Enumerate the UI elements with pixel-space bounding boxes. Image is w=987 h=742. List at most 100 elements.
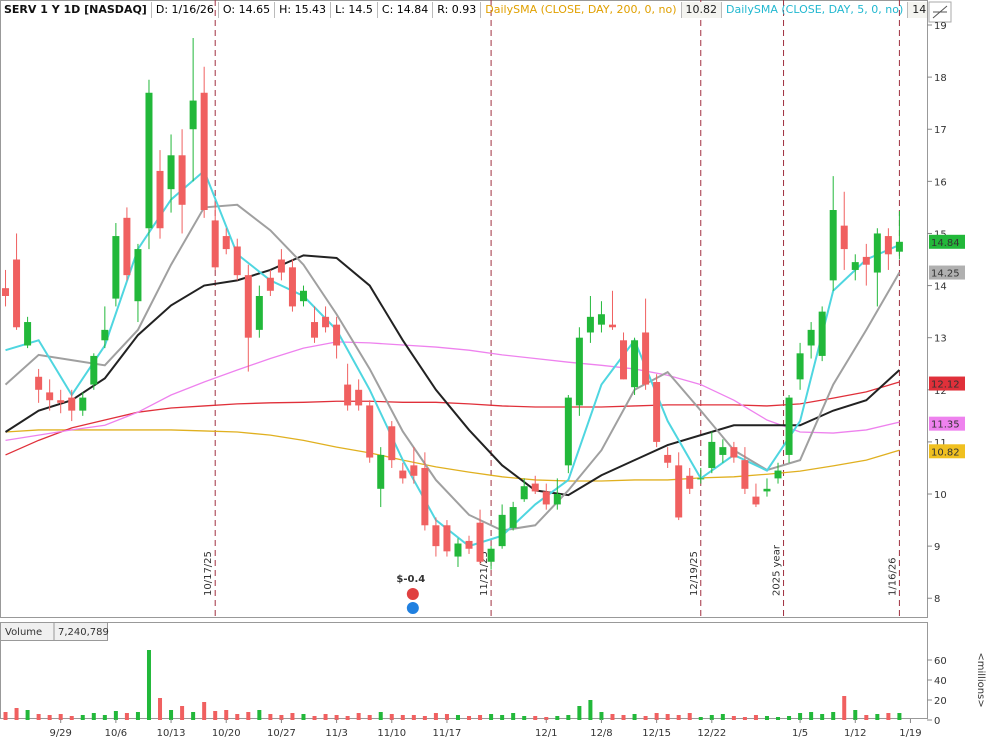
x-tick-label: 12/8 xyxy=(590,728,612,739)
candle-body xyxy=(642,332,650,385)
volume-bar xyxy=(621,715,626,720)
volume-bar xyxy=(25,710,30,720)
volume-bar xyxy=(246,712,251,720)
price-badge-label: 12.12 xyxy=(931,380,960,391)
candle-body xyxy=(785,397,793,455)
volume-bar xyxy=(301,714,306,720)
candle-body xyxy=(620,340,628,380)
volume-bar xyxy=(312,716,317,720)
volume-bar xyxy=(224,710,229,720)
y-tick-label: 17 xyxy=(934,125,947,136)
volume-bar xyxy=(831,712,836,720)
volume-bar xyxy=(411,715,416,720)
candle-body xyxy=(807,329,815,346)
header-item: L: 14.5 xyxy=(331,2,378,18)
candle-body xyxy=(608,324,616,328)
y-tick-label: 13 xyxy=(934,334,947,345)
candle-body xyxy=(277,259,285,273)
price-badge-label: 14.84 xyxy=(931,238,960,249)
candle-body xyxy=(57,400,65,403)
candle-body xyxy=(884,236,892,255)
candle-body xyxy=(344,384,352,406)
y-tick-label: 0 xyxy=(934,716,940,727)
volume-bar xyxy=(444,714,449,720)
volume-bar xyxy=(213,711,218,720)
y-axis-label: <millions> xyxy=(975,652,986,707)
volume-value: 7,240,789 xyxy=(58,627,109,638)
volume-bar xyxy=(478,715,483,720)
volume-bar xyxy=(169,710,174,720)
candle-body xyxy=(829,210,837,281)
candle-body xyxy=(653,381,661,442)
volume-bar xyxy=(191,712,196,720)
volume-bar xyxy=(709,715,714,720)
volume-bar xyxy=(345,716,350,720)
candle-body xyxy=(399,470,407,479)
sma-line xyxy=(4,254,901,497)
x-tick-label: 12/22 xyxy=(697,728,726,739)
header-item: C: 14.84 xyxy=(378,2,434,18)
candle-body xyxy=(664,454,672,463)
volume-bar xyxy=(113,711,118,720)
marker-label: 2025 year xyxy=(772,544,783,596)
price-badge xyxy=(929,444,965,459)
candle-body xyxy=(465,540,473,549)
volume-bar xyxy=(356,713,361,720)
candle-body xyxy=(222,236,230,250)
y-tick-label: 40 xyxy=(934,676,947,687)
header-item: D: 1/16/26 xyxy=(152,2,219,18)
x-tick-label: 10/27 xyxy=(267,728,296,739)
x-tick-label: 12/1 xyxy=(535,728,557,739)
candle-body xyxy=(68,397,76,411)
candle-body xyxy=(796,353,804,380)
marker-label: 1/16/26 xyxy=(887,557,898,596)
volume-bar xyxy=(146,650,151,720)
candle-body xyxy=(774,470,782,479)
volume-bar xyxy=(500,715,505,720)
volume-bar xyxy=(489,714,494,720)
candle-body xyxy=(101,329,109,341)
y-tick-label: 20 xyxy=(934,696,947,707)
volume-bar xyxy=(798,713,803,720)
candle-body xyxy=(542,491,550,505)
candle-body xyxy=(255,295,263,330)
candle-body xyxy=(24,322,32,346)
x-tick-label: 9/29 xyxy=(49,728,71,739)
event-icon xyxy=(406,602,419,614)
price-badge xyxy=(929,416,965,431)
candle-body xyxy=(862,256,870,265)
volume-bar xyxy=(886,713,891,720)
volume-bar xyxy=(3,712,8,720)
candle-body xyxy=(233,246,241,276)
candle-body xyxy=(443,525,451,552)
candle-body xyxy=(421,467,429,526)
volume-bar xyxy=(91,713,96,720)
volume-bar xyxy=(124,713,129,720)
candle-body xyxy=(355,389,363,406)
candle-body xyxy=(730,447,738,458)
candle-body xyxy=(377,454,385,489)
marker-label: 11/21/25 xyxy=(479,551,490,596)
event-icon xyxy=(406,588,419,600)
volume-bar xyxy=(36,714,41,720)
volume-bar xyxy=(290,713,295,720)
candle-body xyxy=(200,92,208,211)
volume-bar xyxy=(787,716,792,720)
volume-bar xyxy=(202,702,207,720)
candle-body xyxy=(90,355,98,385)
volume-bar xyxy=(742,717,747,720)
price-badge xyxy=(929,234,965,249)
candle-body xyxy=(167,155,175,190)
candle-body xyxy=(156,170,164,229)
volume-bar xyxy=(610,714,615,720)
candle-body xyxy=(675,465,683,518)
volume-bar xyxy=(533,716,538,720)
candle-body xyxy=(2,288,10,296)
volume-bar xyxy=(367,715,372,720)
volume-title: Volume xyxy=(5,627,42,638)
header-item: R: 0.93 xyxy=(433,2,482,18)
volume-bar xyxy=(776,717,781,720)
candle-body xyxy=(564,397,572,466)
volume-bar xyxy=(389,714,394,720)
